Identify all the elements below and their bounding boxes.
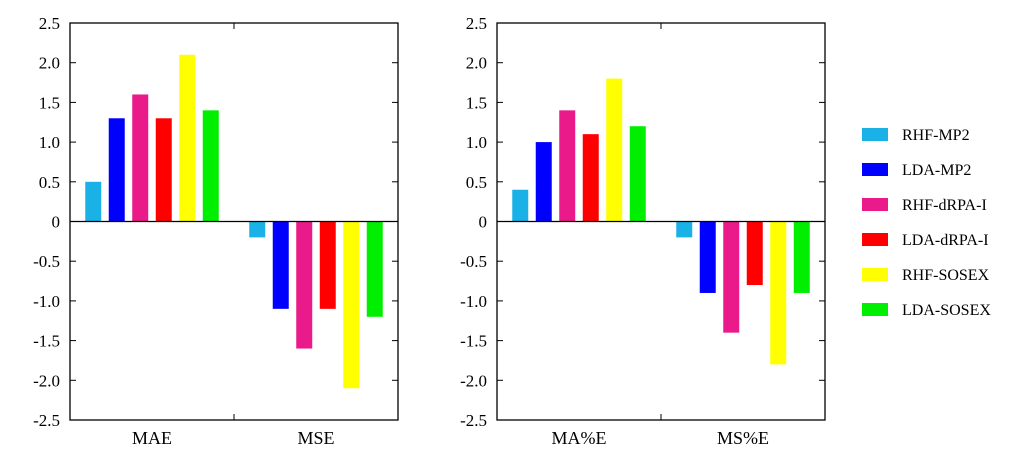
- y-tick-label: 0.5: [39, 173, 60, 192]
- legend-swatch: [862, 303, 888, 316]
- bar: [629, 126, 646, 222]
- legend-swatch: [862, 128, 888, 141]
- bar: [366, 221, 383, 317]
- y-tick-label: 2.0: [466, 54, 487, 73]
- bar: [343, 221, 360, 389]
- y-tick-label: -0.5: [460, 252, 487, 271]
- y-tick-label: 0: [52, 213, 61, 232]
- legend-item-rhf-mp2: RHF-MP2: [862, 127, 970, 144]
- bar: [676, 221, 693, 238]
- y-tick-label: -1.5: [460, 332, 487, 351]
- y-tick-label: -2.5: [460, 411, 487, 430]
- legend-label: RHF-MP2: [902, 127, 970, 144]
- bar: [512, 189, 529, 222]
- y-tick-label: -2.0: [33, 371, 60, 390]
- bar: [108, 118, 125, 222]
- bar: [296, 221, 313, 349]
- legend-label: LDA-SOSEX: [902, 302, 991, 319]
- x-tick-label: MAE: [132, 428, 172, 448]
- legend-swatch: [862, 198, 888, 211]
- y-tick-label: 1.5: [466, 93, 487, 112]
- bar: [272, 221, 289, 309]
- legend-item-rhf-sosex: RHF-SOSEX: [862, 267, 990, 284]
- bar: [319, 221, 336, 309]
- bar: [535, 142, 552, 222]
- legend: RHF-MP2 LDA-MP2 RHF-dRPA-I LDA-dRPA-I RH…: [862, 127, 991, 319]
- bar: [559, 110, 576, 222]
- y-tick-label: -2.0: [460, 371, 487, 390]
- legend-swatch: [862, 163, 888, 176]
- y-tick-label: 1.5: [39, 93, 60, 112]
- legend-label: LDA-MP2: [902, 162, 971, 179]
- bar: [85, 181, 102, 222]
- y-tick-label: 2.5: [39, 14, 60, 33]
- x-tick-label: MSE: [297, 428, 334, 448]
- legend-item-lda-sosex: LDA-SOSEX: [862, 302, 991, 319]
- bar: [770, 221, 787, 365]
- bar: [723, 221, 740, 333]
- y-tick-label: -2.5: [33, 411, 60, 430]
- y-tick-label: -1.5: [33, 332, 60, 351]
- y-tick-label: -1.0: [460, 292, 487, 311]
- y-tick-label: 0: [479, 213, 488, 232]
- chart-panel-1: 2.5 2.0 1.5 1.0 0.5 0 -0.5 -1.0 -1.5 -2.0 -2.5 MAE M…: [33, 14, 399, 448]
- x-tick-label: MA%E: [552, 428, 607, 448]
- y-tick-label: 2.5: [466, 14, 487, 33]
- bar: [155, 118, 172, 222]
- chart-panel-2: 2.5 2.0 1.5 1.0 0.5 0 -0.5 -1.0 -1.5 -2.0 -2.5 MA%E…: [460, 14, 826, 448]
- legend-item-lda-drpa-i: LDA-dRPA-I: [862, 232, 989, 249]
- legend-label: RHF-dRPA-I: [902, 197, 987, 214]
- legend-item-lda-mp2: LDA-MP2: [862, 162, 971, 179]
- legend-swatch: [862, 233, 888, 246]
- legend-swatch: [862, 268, 888, 281]
- bar: [132, 94, 149, 222]
- bar: [582, 134, 599, 222]
- y-tick-label: 0.5: [466, 173, 487, 192]
- bar: [179, 54, 196, 222]
- y-tick-label: 2.0: [39, 54, 60, 73]
- y-tick-label: 1.0: [39, 133, 60, 152]
- bar: [793, 221, 810, 293]
- y-tick-label: -0.5: [33, 252, 60, 271]
- bar: [606, 78, 623, 222]
- legend-item-rhf-drpa-i: RHF-dRPA-I: [862, 197, 987, 214]
- y-tick-label: 1.0: [466, 133, 487, 152]
- y-tick-label: -1.0: [33, 292, 60, 311]
- legend-label: RHF-SOSEX: [902, 267, 990, 284]
- bar: [699, 221, 716, 293]
- bar: [202, 110, 219, 222]
- x-tick-label: MS%E: [717, 428, 769, 448]
- bar: [746, 221, 763, 286]
- legend-label: LDA-dRPA-I: [902, 232, 989, 249]
- bar: [249, 221, 266, 238]
